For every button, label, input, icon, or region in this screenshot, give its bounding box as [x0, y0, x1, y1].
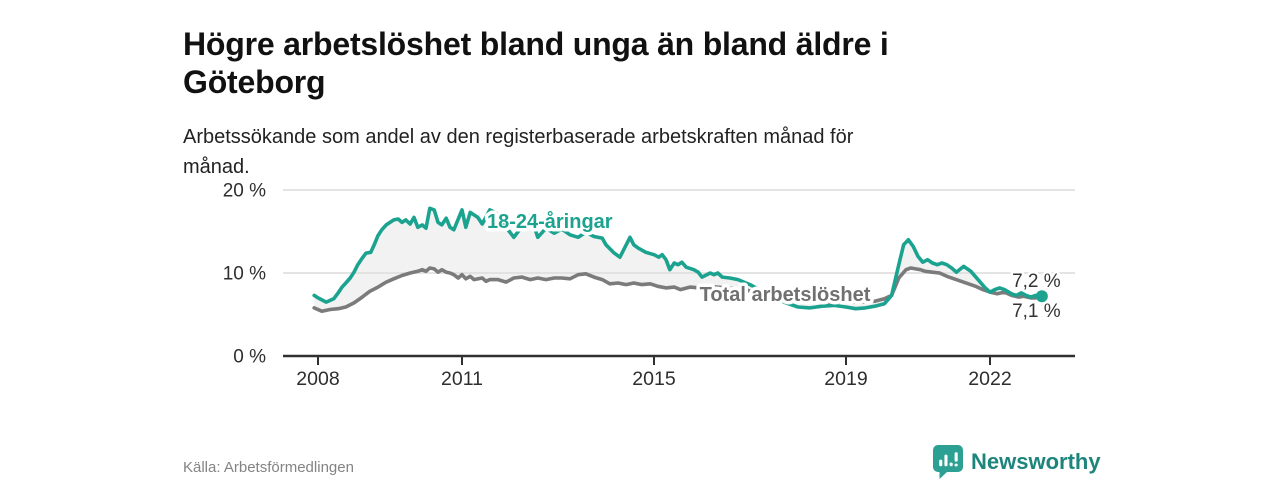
- newsworthy-bubble-barchart-icon: [933, 445, 963, 479]
- y-tick-label: 0 %: [233, 347, 266, 368]
- chart-subtitle: Arbetssökande som andel av den registerb…: [183, 122, 1083, 182]
- chart-title-line1: Högre arbetslöshet bland unga än bland ä…: [183, 26, 889, 63]
- source-note: Källa: Arbetsförmedlingen: [183, 459, 354, 476]
- chart-subtitle-line2: månad.: [183, 156, 250, 178]
- end-value-label: 7,2 %: [1012, 271, 1061, 292]
- y-tick-label: 10 %: [223, 264, 266, 285]
- series-line-youth: [312, 206, 1044, 311]
- y-tick-label: 20 %: [223, 181, 266, 202]
- series-end-marker: [1035, 290, 1048, 303]
- newsworthy-wordmark: Newsworthy: [971, 449, 1101, 474]
- chart-title: Högre arbetslöshet bland unga än bland ä…: [183, 25, 1183, 101]
- series-inline-label: Total arbetslöshet: [700, 284, 871, 306]
- series-line-total: [312, 266, 1044, 314]
- x-tick-label: 2019: [824, 368, 867, 390]
- series-inline-label: 18-24-åringar: [487, 210, 613, 233]
- x-tick-label: 2015: [632, 368, 676, 390]
- chart-title-line2: Göteborg: [183, 64, 326, 101]
- fill-between-series: [314, 208, 1042, 312]
- x-tick-label: 2011: [441, 368, 483, 390]
- x-tick-label: 2008: [296, 368, 339, 390]
- x-tick-label: 2022: [968, 368, 1011, 390]
- chart-subtitle-line1: Arbetssökande som andel av den registerb…: [183, 126, 854, 148]
- newsworthy-logo: Newsworthy: [933, 445, 1101, 479]
- end-value-label: 7,1 %: [1012, 301, 1061, 322]
